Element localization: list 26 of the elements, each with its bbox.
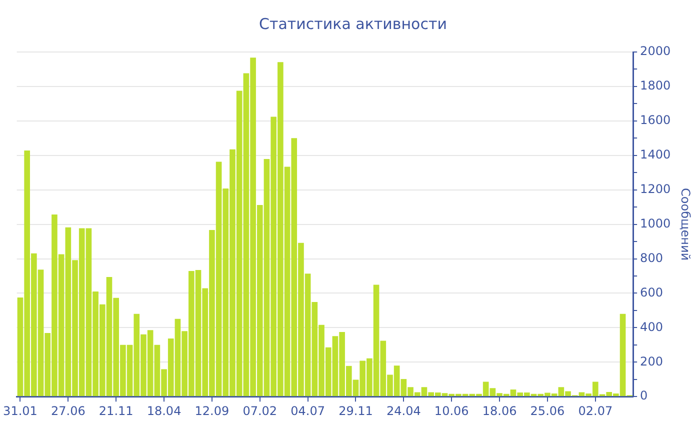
y-tick-label: 200 — [640, 354, 663, 368]
y-tick-label: 600 — [640, 285, 663, 300]
x-tick-label: 27.06 — [50, 404, 86, 418]
y-tick-label: 1000 — [640, 216, 671, 230]
x-tick-label: 12.09 — [194, 404, 230, 418]
x-tick-label: 29.11 — [338, 404, 373, 418]
y-tick-label: 800 — [640, 250, 663, 265]
y-tick-label: 2000 — [640, 44, 671, 58]
y-tick-label: 0 — [640, 388, 648, 403]
chart-title: Статистика активности — [259, 14, 447, 33]
x-tick-label: 24.04 — [386, 404, 421, 418]
x-tick-label: 04.07 — [290, 404, 325, 418]
y-tick-label: 400 — [640, 320, 663, 334]
x-tick-label: 18.04 — [146, 404, 182, 418]
y-tick-label: 1600 — [640, 113, 671, 128]
y-axis-title: Сообщений — [678, 188, 693, 261]
y-tick-label: 1200 — [640, 182, 671, 196]
x-tick-label: 02.07 — [578, 404, 613, 418]
x-tick-label: 31.01 — [3, 404, 38, 418]
y-tick-label: 1400 — [640, 148, 671, 162]
x-tick-label: 25.06 — [530, 404, 565, 418]
x-tick-label: 10.06 — [434, 404, 469, 418]
x-tick-label: 18.06 — [482, 404, 517, 418]
y-tick-label: 1800 — [640, 78, 671, 93]
x-tick-label: 07.02 — [242, 404, 278, 418]
x-tick-label: 21.11 — [98, 404, 134, 418]
